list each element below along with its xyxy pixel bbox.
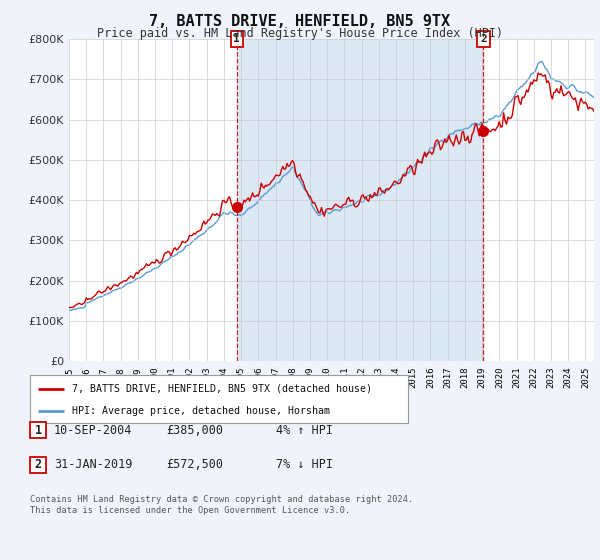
Text: 1: 1 xyxy=(34,423,41,436)
Text: 7, BATTS DRIVE, HENFIELD, BN5 9TX: 7, BATTS DRIVE, HENFIELD, BN5 9TX xyxy=(149,14,451,29)
FancyBboxPatch shape xyxy=(30,422,46,438)
FancyBboxPatch shape xyxy=(30,457,46,473)
Text: 2: 2 xyxy=(480,34,487,44)
Text: £572,500: £572,500 xyxy=(166,459,223,472)
Bar xyxy=(237,39,484,361)
Text: 7% ↓ HPI: 7% ↓ HPI xyxy=(276,459,333,472)
Text: 31-JAN-2019: 31-JAN-2019 xyxy=(54,459,133,472)
Text: 1: 1 xyxy=(233,34,240,44)
Text: 2: 2 xyxy=(34,459,41,472)
Text: £385,000: £385,000 xyxy=(166,423,223,436)
Text: HPI: Average price, detached house, Horsham: HPI: Average price, detached house, Hors… xyxy=(71,406,329,416)
Text: 7, BATTS DRIVE, HENFIELD, BN5 9TX (detached house): 7, BATTS DRIVE, HENFIELD, BN5 9TX (detac… xyxy=(71,384,371,394)
Text: 4% ↑ HPI: 4% ↑ HPI xyxy=(276,423,333,436)
Text: 10-SEP-2004: 10-SEP-2004 xyxy=(54,423,133,436)
Text: Contains HM Land Registry data © Crown copyright and database right 2024.
This d: Contains HM Land Registry data © Crown c… xyxy=(30,495,413,515)
Text: Price paid vs. HM Land Registry's House Price Index (HPI): Price paid vs. HM Land Registry's House … xyxy=(97,27,503,40)
